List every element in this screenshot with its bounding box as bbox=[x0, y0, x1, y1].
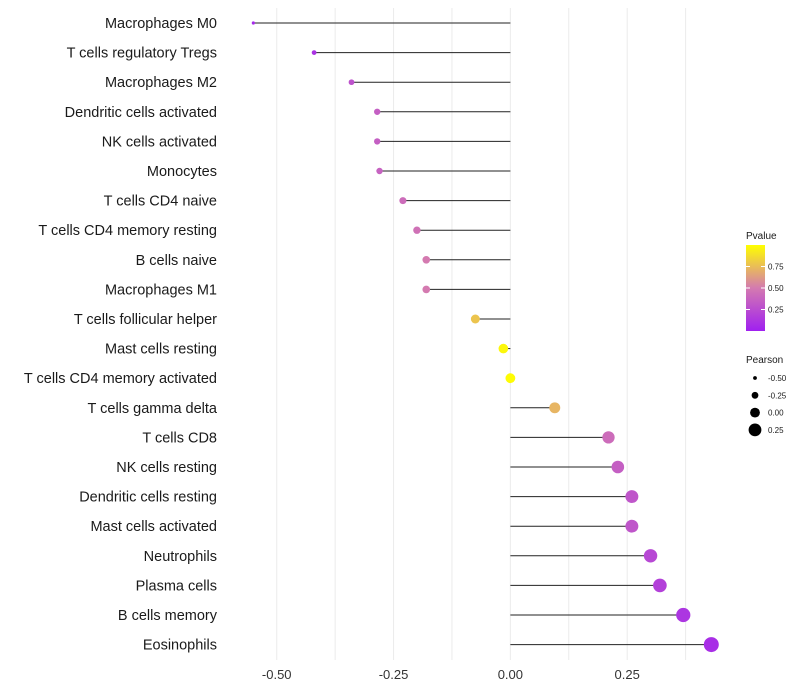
data-point bbox=[413, 226, 421, 234]
data-point bbox=[505, 373, 516, 384]
colorbar-tick-label: 0.50 bbox=[768, 284, 784, 293]
stems bbox=[253, 22, 712, 646]
data-point bbox=[643, 549, 658, 563]
size-legend-label: 0.25 bbox=[768, 426, 784, 435]
colorbar-tick-label: 0.75 bbox=[768, 263, 784, 272]
size-legend-label: 0.00 bbox=[768, 409, 784, 418]
points bbox=[251, 21, 719, 653]
size-legend-label: -0.50 bbox=[768, 374, 787, 383]
data-point bbox=[422, 255, 431, 264]
data-point bbox=[653, 578, 667, 593]
data-point bbox=[602, 431, 615, 444]
category-label: Neutrophils bbox=[144, 549, 217, 565]
size-legend-point bbox=[751, 391, 759, 399]
x-tick-label: 0.00 bbox=[498, 667, 523, 682]
pvalue-legend: Pvalue 0.25 0.50 0.75 bbox=[746, 231, 784, 331]
colorbar-tick-label: 0.25 bbox=[768, 306, 784, 315]
category-label: T cells CD8 bbox=[142, 430, 217, 446]
data-point bbox=[611, 460, 625, 474]
category-label: Eosinophils bbox=[143, 638, 217, 654]
x-tick-label: -0.50 bbox=[262, 667, 292, 682]
data-point bbox=[422, 285, 431, 294]
category-label: Macrophages M1 bbox=[105, 282, 217, 298]
pearson-legend-title: Pearson bbox=[746, 355, 783, 366]
data-point bbox=[251, 21, 255, 25]
category-label: B cells memory bbox=[118, 608, 218, 624]
category-label: Macrophages M2 bbox=[105, 75, 217, 91]
x-tick-label: -0.25 bbox=[379, 667, 409, 682]
data-point bbox=[374, 108, 381, 115]
pvalue-colorbar bbox=[746, 245, 765, 331]
data-point bbox=[470, 314, 480, 324]
category-label: NK cells resting bbox=[116, 460, 217, 476]
data-point bbox=[625, 490, 639, 504]
size-legend-point bbox=[753, 376, 757, 380]
data-point bbox=[374, 138, 381, 145]
data-point bbox=[311, 50, 317, 55]
data-point bbox=[348, 79, 355, 86]
x-axis-ticks: -0.50 -0.25 0.00 0.25 bbox=[262, 667, 640, 682]
category-label: B cells naive bbox=[136, 253, 217, 269]
data-point bbox=[376, 167, 383, 175]
data-point bbox=[676, 607, 691, 623]
data-point bbox=[549, 402, 561, 414]
category-label: Mast cells resting bbox=[105, 342, 217, 358]
category-label: NK cells activated bbox=[102, 134, 217, 150]
pearson-legend: Pearson -0.50 -0.25 0.00 0.25 bbox=[746, 355, 787, 437]
category-label: Dendritic cells activated bbox=[65, 105, 217, 121]
category-label: T cells CD4 naive bbox=[104, 194, 217, 210]
x-tick-label: 0.25 bbox=[615, 667, 640, 682]
category-label: Monocytes bbox=[147, 164, 217, 180]
category-label: T cells CD4 memory activated bbox=[24, 371, 217, 387]
category-label: T cells gamma delta bbox=[88, 401, 218, 417]
pvalue-legend-title: Pvalue bbox=[746, 231, 777, 242]
category-label: Macrophages M0 bbox=[105, 16, 217, 32]
data-point bbox=[625, 519, 639, 533]
category-label: T cells follicular helper bbox=[74, 312, 217, 328]
data-point bbox=[399, 197, 407, 205]
category-label: T cells CD4 memory resting bbox=[38, 223, 217, 239]
size-legend-point bbox=[750, 407, 760, 418]
data-point bbox=[498, 343, 509, 354]
category-label: Mast cells activated bbox=[90, 519, 217, 535]
category-label: T cells regulatory Tregs bbox=[67, 46, 217, 62]
size-legend-point bbox=[748, 423, 762, 437]
data-point bbox=[703, 637, 719, 653]
category-labels: Macrophages M0 T cells regulatory Tregs Ma… bbox=[24, 16, 218, 654]
category-label: Plasma cells bbox=[136, 578, 217, 594]
grid bbox=[276, 8, 687, 660]
category-label: Dendritic cells resting bbox=[79, 490, 217, 506]
size-legend-label: -0.25 bbox=[768, 391, 787, 400]
